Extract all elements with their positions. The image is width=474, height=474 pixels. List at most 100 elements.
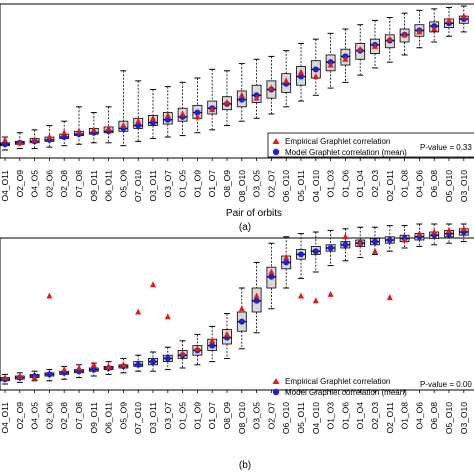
x-tick-label: O1_O4	[355, 402, 365, 430]
model-mean-point	[283, 259, 290, 266]
model-mean-point	[298, 73, 304, 80]
x-tick-label: O3_O7	[163, 170, 173, 198]
empirical-point	[194, 345, 201, 352]
empirical-point	[135, 308, 142, 315]
empirical-point	[46, 292, 53, 299]
x-tick-label: O3_O11	[148, 402, 158, 434]
x-tick-label: O6_O10	[281, 402, 291, 434]
empirical-point	[386, 294, 393, 301]
empirical-point	[372, 247, 378, 254]
x-tick-label: O1_O4	[355, 170, 365, 198]
empirical-point	[342, 55, 349, 62]
x-tick-label: O9_O11	[89, 170, 99, 202]
panel-label: (b)	[239, 460, 251, 471]
x-tick-label: O1_O6	[340, 170, 350, 198]
x-tick-label: O4_O5	[30, 402, 40, 430]
empirical-point	[76, 364, 82, 371]
model-mean-point	[164, 355, 171, 362]
x-tick-label: O1_O6	[340, 402, 350, 430]
x-tick-label: O5_O9	[118, 402, 128, 430]
empirical-point	[209, 106, 216, 113]
empirical-point	[431, 228, 438, 235]
model-mean-point	[238, 96, 245, 103]
x-tick-label: O2_O6	[44, 402, 54, 430]
x-tick-label: O8_O9	[222, 402, 232, 430]
panel-a: O4_O11 O2_O9 O4_O5 O2_O6 O2_O8 O7_O8 O9_O11 O6_…	[0, 3, 474, 233]
empirical-point	[120, 361, 127, 368]
model-mean-point	[253, 297, 260, 304]
x-tick-label: O2_O8	[59, 402, 69, 430]
x-tick-label: O2_O9	[15, 402, 25, 430]
empirical-point	[164, 313, 171, 320]
x-tick-label: O6_O11	[104, 402, 114, 434]
empirical-point	[298, 68, 304, 75]
empirical-point	[179, 350, 186, 357]
x-tick-label: O7_O8	[74, 402, 84, 430]
empirical-point	[194, 113, 201, 120]
legend-empirical-label: Empirical Graphlet correlation	[285, 377, 390, 386]
empirical-point	[327, 290, 334, 297]
empirical-point	[224, 330, 230, 337]
empirical-point	[16, 372, 23, 379]
empirical-point	[150, 114, 156, 121]
x-tick-label: O9_O11	[89, 402, 99, 434]
plot-frame	[0, 237, 474, 391]
empirical-point	[16, 139, 23, 146]
empirical-point	[283, 254, 290, 261]
x-tick-label: O1_O5	[178, 402, 188, 430]
empirical-point	[283, 77, 290, 84]
empirical-point	[268, 84, 275, 91]
empirical-point	[76, 127, 82, 134]
empirical-point	[224, 98, 230, 105]
empirical-point	[105, 362, 112, 369]
empirical-point	[2, 374, 8, 381]
x-tick-label: O2_O9	[15, 170, 25, 198]
plot-frame	[0, 3, 474, 159]
legend: Empirical Graphlet correlation Model Gra…	[267, 132, 474, 158]
x-tick-label: O4_O10	[311, 402, 321, 434]
x-tick-label: O3_O5	[252, 402, 262, 430]
empirical-point	[61, 129, 68, 136]
model-mean-point	[135, 122, 142, 129]
empirical-point	[268, 268, 275, 275]
legend-empirical-label: Empirical Graphlet correlation	[285, 137, 390, 146]
empirical-point	[312, 297, 319, 304]
x-tick-label: O1_O9	[192, 170, 202, 198]
x-tick-label: O2_O6	[44, 170, 54, 198]
box-group	[0, 223, 469, 385]
model-mean-point	[327, 245, 334, 251]
x-tick-label: O8_O10	[237, 402, 247, 434]
x-tick-label: O6_O11	[104, 170, 114, 202]
empirical-point	[416, 28, 423, 35]
model-mean-point	[46, 371, 53, 378]
x-tick-label: O7_O8	[74, 170, 84, 198]
empirical-point	[105, 124, 112, 131]
empirical-point	[46, 133, 53, 140]
panel-label: (a)	[239, 222, 251, 233]
model-mean-point	[298, 251, 304, 258]
model-mean-point	[372, 238, 378, 245]
empirical-point	[31, 136, 38, 143]
x-axis-title: Pair of orbits	[226, 208, 282, 219]
legend-model-label: Model Graphlet correlation (mean)	[285, 388, 407, 397]
tick-group	[4, 158, 465, 161]
empirical-point	[386, 35, 393, 42]
empirical-point	[327, 61, 334, 68]
empirical-point	[120, 122, 127, 129]
x-tick-label: O5_O10	[444, 402, 454, 434]
legend-box	[267, 132, 474, 158]
x-tick-label: O1_O9	[192, 402, 202, 430]
empirical-point	[357, 45, 364, 52]
x-tick-label: O2_O11	[385, 170, 395, 202]
empirical-point	[31, 374, 38, 381]
tick-label-group: O4_O11 O2_O9 O4_O5 O2_O6 O2_O8 O7_O8 O9_O11 O6_…	[0, 170, 469, 202]
x-tick-label: O2_O3	[370, 170, 380, 198]
legend-circle-marker	[272, 148, 280, 156]
x-tick-label: O1_O5	[178, 170, 188, 198]
empirical-point	[460, 12, 467, 19]
empirical-point	[150, 281, 156, 288]
empirical-point	[164, 111, 171, 118]
x-tick-label: O3_O10	[459, 402, 469, 434]
empirical-point	[401, 236, 408, 243]
